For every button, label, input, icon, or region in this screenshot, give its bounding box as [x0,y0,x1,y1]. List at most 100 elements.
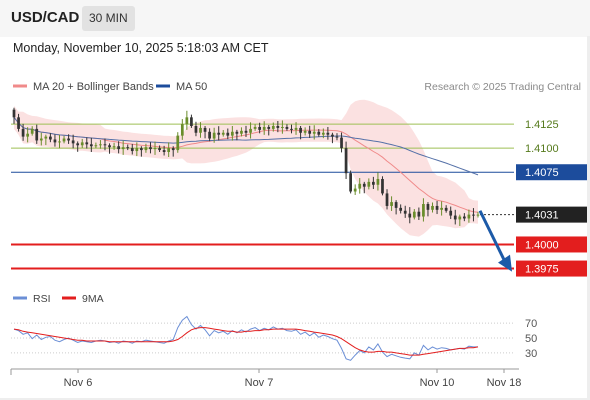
bollinger-bands [14,99,478,237]
research-credit: Research © 2025 Trading Central [424,81,581,93]
candle-body [417,211,421,217]
price-level-labels: 1.4125 1.4100 1.4075 1.4031 1.4000 1.3975 [516,119,587,277]
candle-body [267,126,271,129]
candle-body [108,145,111,148]
candle-body [435,205,439,210]
rsi-line [13,315,478,361]
candle-body [203,127,207,132]
bottom-border [0,398,590,400]
level-label-last: 1.4031 [525,210,559,222]
level-label-pivot: 1.4075 [525,167,559,179]
interval-button[interactable]: 30 MIN [82,6,135,31]
candle-body [126,147,130,149]
candle-body [76,143,80,146]
ma50-legend-label: MA 50 [176,81,207,93]
candle-body [294,127,298,130]
level-label-support: 1.4000 [525,239,559,251]
right-border [587,36,590,400]
candle-body [153,148,157,150]
candle-body [253,126,257,129]
projection-line [478,210,506,261]
level-tag-pivot [516,164,587,181]
candle-body [362,183,366,187]
candle-body [431,205,434,210]
candle-body [53,139,57,143]
candle-body [449,210,453,216]
candle-body [162,150,166,153]
candle-body [144,147,148,151]
candle-body [367,181,371,187]
candle-body [49,136,52,140]
candle-body [372,181,375,185]
rsi-ma9-line [13,327,479,356]
x-axis: Nov 6 Nov 7 Nov 10 Nov 18 [10,369,521,389]
candle-body [326,132,330,135]
rsi-legend-label: RSI [33,293,51,305]
level-label-resistance: 1.4100 [525,143,559,155]
level-tag-last [516,206,587,223]
candle-body [331,134,334,137]
candle-body [399,207,403,211]
candle-body [344,148,348,174]
candle-body [317,131,321,135]
candle-body [335,136,339,138]
candle-body [271,126,275,129]
candle-body [303,130,307,133]
rsi-tick-label: 70 [525,318,537,330]
candle-body [276,126,280,128]
candle-body [426,204,430,210]
candle-body [444,207,448,211]
x-tick-label: Nov 7 [245,377,274,389]
candle-body [167,148,171,153]
header-bar: USD/CAD 30 MIN [0,0,590,37]
candle-body [17,117,20,129]
candle-body [12,109,16,118]
candle-body [39,138,43,141]
candle-body [44,136,48,139]
ma9-legend-label: 9MA [82,293,104,305]
candle-body [185,117,189,125]
candle-body [290,128,293,130]
x-tick-label: Nov 10 [420,377,455,389]
candle-body [99,144,102,146]
candle-body [121,147,125,150]
candle-body [208,131,211,139]
candle-body [194,126,198,133]
candle-body [258,126,262,130]
candle-body [85,142,89,145]
candle-body [226,132,230,136]
ma20-legend-label: MA 20 + Bollinger Bands [33,81,154,93]
candle-body [158,148,161,151]
level-label-support: 1.3975 [525,264,559,276]
candle-body [221,132,225,135]
candle-body [21,128,25,137]
candle-body [285,126,289,129]
candle-body [112,146,116,148]
candle-body [176,135,180,151]
candle-body [376,178,380,185]
candle-body [180,124,184,136]
candle-body [458,216,462,220]
symbol-title: USD/CAD [11,9,80,26]
candle-body [26,133,30,137]
level-label-resistance: 1.4125 [525,119,559,131]
bollinger-band-fill [14,99,478,237]
level-tag-support [516,236,587,253]
candle-body [67,138,70,141]
candle-body [89,144,93,147]
level-tag-support [516,260,587,277]
timestamp: Monday, November 10, 2025 5:18:03 AM CET [13,41,269,55]
rsi-tick-label: 30 [525,348,537,360]
candle-body [240,130,243,134]
candle-body [62,138,66,142]
candle-body [403,210,407,214]
candle-body [212,132,216,139]
candle-body [408,213,412,218]
candle-body [171,148,175,151]
candle-body [353,188,357,192]
candle-body [217,132,221,135]
candle-body [235,131,239,134]
candle-body [462,216,466,219]
candle-body [149,147,152,150]
